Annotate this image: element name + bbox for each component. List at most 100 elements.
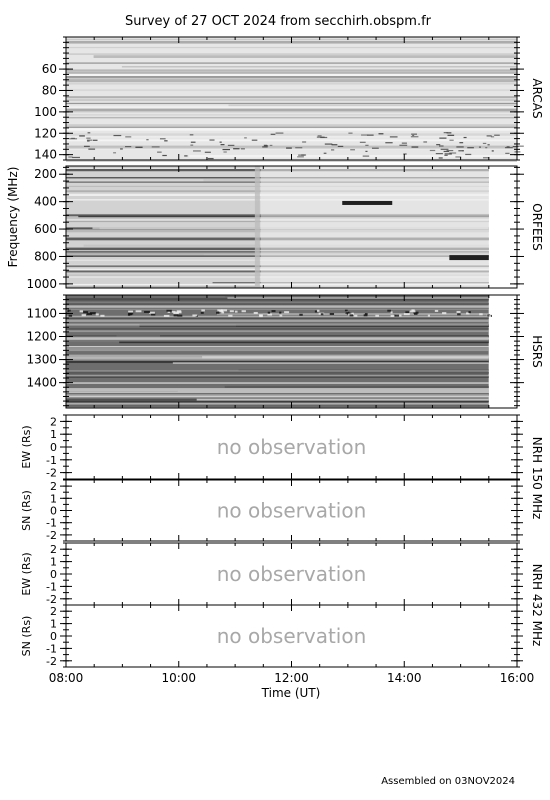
noise-speck xyxy=(79,135,85,137)
noise-speck xyxy=(263,144,268,146)
y-tick-label: 1400 xyxy=(26,376,57,390)
spectral-band xyxy=(66,338,489,341)
nrh-ylabel: SN (Rs) xyxy=(20,616,33,657)
burst-speck xyxy=(95,313,99,316)
spectral-band xyxy=(224,385,489,388)
noise-speck xyxy=(461,150,464,152)
no-observation-text: no observation xyxy=(217,499,367,523)
noise-speck xyxy=(490,136,495,138)
noise-speck xyxy=(125,146,132,148)
instrument-label-hsrs: HSRS xyxy=(530,335,544,368)
x-tick-label: 12:00 xyxy=(274,671,309,685)
y-tick-label: 0 xyxy=(50,568,57,581)
burst-speck xyxy=(173,314,179,317)
spectral-band xyxy=(66,349,489,352)
noise-speck xyxy=(297,156,304,158)
noise-speck xyxy=(301,154,307,156)
noise-speck xyxy=(184,155,188,157)
noise-speck xyxy=(68,156,73,158)
spectral-band xyxy=(119,340,489,344)
spectral-band xyxy=(66,319,489,322)
spectral-band xyxy=(66,330,489,333)
spectral-band xyxy=(66,371,489,374)
noise-speck xyxy=(302,141,307,143)
y-tick-label: 1200 xyxy=(26,330,57,344)
spectral-band xyxy=(66,370,489,372)
noise-speck xyxy=(159,138,166,140)
noise-speck xyxy=(262,146,268,148)
noise-speck xyxy=(412,134,415,137)
noise-speck xyxy=(362,155,370,157)
x-tick-label: 16:00 xyxy=(500,671,535,685)
spectral-band xyxy=(66,347,489,349)
noise-speck xyxy=(207,157,214,160)
spectral-band xyxy=(66,136,517,138)
burst-speck xyxy=(127,313,131,316)
spectral-band xyxy=(66,78,517,80)
spectral-band xyxy=(66,145,517,148)
burst-speck xyxy=(148,311,155,314)
burst-speck xyxy=(163,314,170,317)
noise-speck xyxy=(204,151,211,153)
nrh-ylabel: EW (Rs) xyxy=(20,552,33,595)
y-tick-label: 2 xyxy=(50,543,57,556)
no-observation-text: no observation xyxy=(217,624,367,648)
y-tick-label: 1 xyxy=(50,556,57,569)
noise-speck xyxy=(331,144,338,146)
spectral-band xyxy=(66,358,489,361)
y-tick-label: 600 xyxy=(34,222,57,236)
burst-speck xyxy=(434,309,439,312)
noise-speck xyxy=(435,153,443,155)
noise-speck xyxy=(135,146,143,148)
noise-speck xyxy=(385,142,393,144)
noise-speck xyxy=(478,146,481,148)
noise-speck xyxy=(251,139,258,141)
burst-speck xyxy=(279,314,283,317)
spectral-band xyxy=(139,324,489,328)
noise-speck xyxy=(151,146,160,148)
burst-speck xyxy=(151,313,156,316)
burst-speck xyxy=(100,314,105,317)
burst-speck xyxy=(344,309,348,312)
noise-speck xyxy=(323,152,327,154)
noise-speck xyxy=(389,136,398,138)
burst-speck xyxy=(405,311,410,314)
noise-speck xyxy=(403,153,407,155)
burst-speck xyxy=(216,311,220,314)
noise-speck xyxy=(269,144,273,147)
burst-speck xyxy=(173,312,179,315)
noise-speck xyxy=(512,146,519,148)
spectral-band xyxy=(66,307,489,309)
dark-feature xyxy=(342,200,393,205)
spectral-band xyxy=(66,390,489,392)
burst-speck xyxy=(229,310,234,313)
burst-speck xyxy=(468,311,471,314)
spectral-band xyxy=(66,306,489,309)
noise-speck xyxy=(491,150,494,152)
spectral-band xyxy=(66,315,489,319)
noise-speck xyxy=(458,150,464,152)
y-tick-label: 1000 xyxy=(26,277,57,291)
figure-title: Survey of 27 OCT 2024 from secchirh.obsp… xyxy=(125,14,432,29)
burst-speck xyxy=(411,309,415,312)
burst-speck xyxy=(393,314,400,317)
noise-speck xyxy=(449,139,454,141)
burst-speck xyxy=(127,312,134,315)
spectral-band xyxy=(189,154,517,158)
footer-assembled: Assembled on 03NOV2024 xyxy=(381,776,515,787)
nrh-group-label: NRH 432 MHz xyxy=(530,564,544,647)
y-tick-label: -2 xyxy=(46,593,57,606)
noise-speck xyxy=(365,150,368,152)
nrh-panel-frame xyxy=(65,542,518,606)
noise-speck xyxy=(209,139,215,141)
noise-speck xyxy=(449,152,457,154)
panels-layer: 6080100120140ARCAS2004006008001000ORFEES… xyxy=(20,36,544,685)
burst-speck xyxy=(488,315,492,318)
noise-speck xyxy=(456,146,464,148)
noise-speck xyxy=(222,148,231,151)
spectral-band xyxy=(66,72,517,74)
burst-speck xyxy=(279,311,282,314)
noise-speck xyxy=(113,152,117,154)
noise-speck xyxy=(88,148,96,150)
spectral-band xyxy=(66,402,489,406)
